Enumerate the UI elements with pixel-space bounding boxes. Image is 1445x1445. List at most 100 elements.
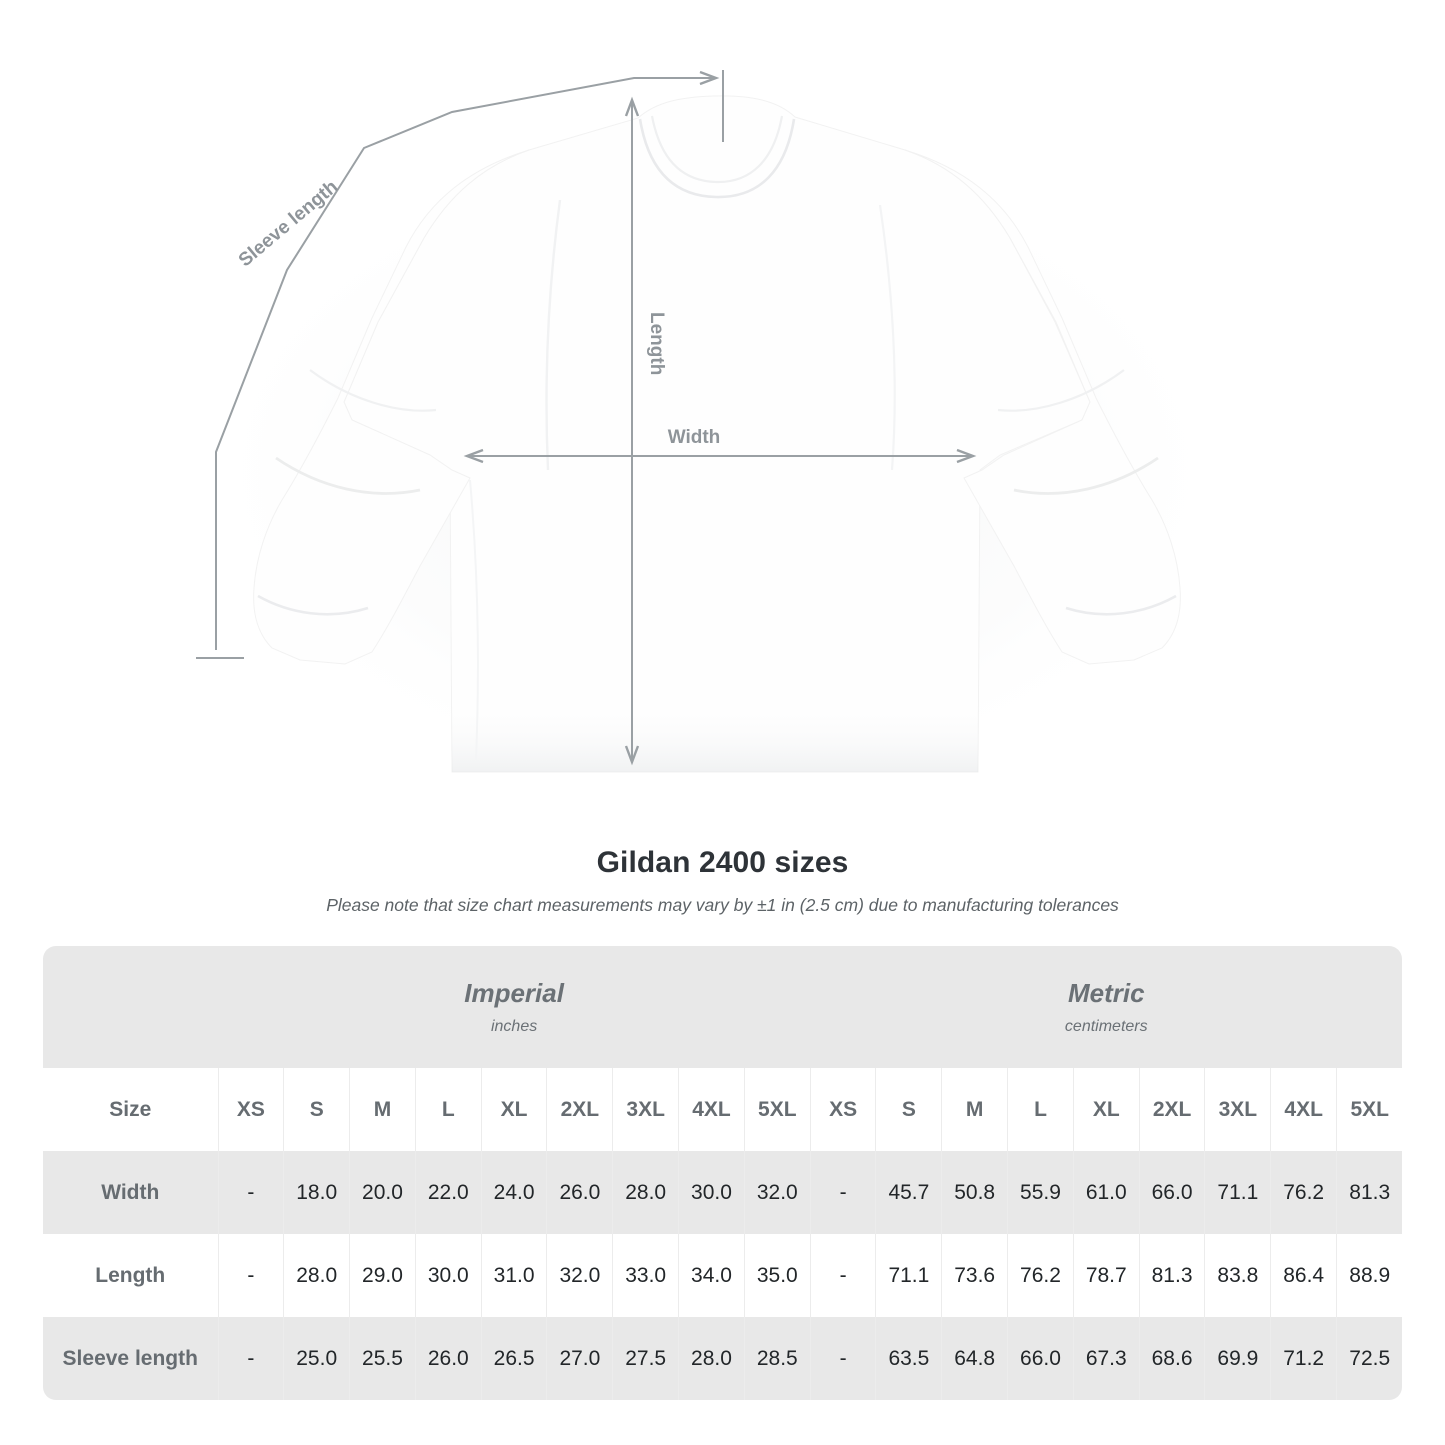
page-title: Gildan 2400 sizes bbox=[596, 846, 849, 879]
cell-length-metric-xs: - bbox=[809, 1234, 876, 1317]
collar bbox=[638, 118, 796, 199]
cell-length-imperial-xs: - bbox=[217, 1234, 284, 1317]
unit-title-metric: Metric bbox=[1067, 977, 1145, 1008]
cell-width-metric-5xl: 81.3 bbox=[1336, 1151, 1403, 1234]
cell-length-metric-2xl: 81.3 bbox=[1138, 1234, 1205, 1317]
cell-sleeve-imperial-2xl: 27.0 bbox=[546, 1317, 613, 1400]
cell-length-imperial-s: 28.0 bbox=[283, 1234, 350, 1317]
size-col-imperial-3xl: 3XL bbox=[612, 1068, 679, 1151]
cell-sleeve-imperial-l: 26.0 bbox=[414, 1317, 482, 1400]
cell-length-metric-4xl: 86.4 bbox=[1270, 1234, 1337, 1317]
length-label: Length bbox=[646, 312, 667, 375]
unit-banner-row: Imperial inches Metric centimeters bbox=[43, 946, 1403, 1068]
cell-sleeve-metric-l: 66.0 bbox=[1007, 1317, 1074, 1400]
cell-length-imperial-5xl: 35.0 bbox=[743, 1234, 811, 1317]
unit-cell-imperial: Imperial inches bbox=[218, 946, 811, 1068]
cell-sleeve-imperial-xs: - bbox=[217, 1317, 284, 1400]
row-label-sleeve-length: Sleeve length bbox=[43, 1317, 218, 1400]
cell-length-imperial-4xl: 34.0 bbox=[678, 1234, 745, 1317]
cell-sleeve-metric-xs: - bbox=[809, 1317, 876, 1400]
cell-width-imperial-5xl: 32.0 bbox=[743, 1151, 811, 1234]
cell-sleeve-imperial-5xl: 28.5 bbox=[743, 1317, 811, 1400]
size-chart-table: Imperial inches Metric centimeters Size … bbox=[43, 946, 1403, 1400]
table-unit-header: Imperial inches Metric centimeters bbox=[43, 946, 1403, 1068]
cell-sleeve-imperial-3xl: 27.5 bbox=[612, 1317, 679, 1400]
unit-subtitle-metric: centimeters bbox=[1064, 1017, 1148, 1035]
table-row: Sleeve length - 25.0 25.5 26.0 26.5 27.0… bbox=[43, 1317, 1403, 1400]
cell-width-metric-m: 50.8 bbox=[941, 1151, 1008, 1234]
unit-banner-spacer bbox=[43, 946, 218, 1068]
right-sleeve-fold-2 bbox=[997, 369, 1125, 412]
table-body: Size XS S M L XL 2XL 3XL 4XL 5XL XS S M … bbox=[43, 1068, 1403, 1400]
cell-sleeve-imperial-s: 25.0 bbox=[283, 1317, 350, 1400]
size-col-imperial-s: S bbox=[283, 1068, 350, 1151]
body-fold-1 bbox=[545, 199, 562, 471]
cell-sleeve-metric-s: 63.5 bbox=[875, 1317, 942, 1400]
cell-sleeve-metric-xl: 67.3 bbox=[1072, 1317, 1140, 1400]
garment-diagram: Sleeve length Length Width bbox=[195, 70, 1235, 800]
cell-sleeve-metric-5xl: 72.5 bbox=[1336, 1317, 1403, 1400]
cell-length-imperial-xl: 31.0 bbox=[480, 1234, 547, 1317]
cell-width-imperial-m: 20.0 bbox=[349, 1151, 416, 1234]
cell-length-metric-5xl: 88.9 bbox=[1336, 1234, 1403, 1317]
size-col-metric-m: M bbox=[941, 1068, 1008, 1151]
cell-sleeve-imperial-xl: 26.5 bbox=[480, 1317, 547, 1400]
size-col-metric-xs: XS bbox=[809, 1068, 876, 1151]
cell-length-metric-m: 73.6 bbox=[941, 1234, 1008, 1317]
cell-length-imperial-l: 30.0 bbox=[414, 1234, 482, 1317]
width-label: Width bbox=[668, 427, 721, 448]
length-dimension: Length bbox=[624, 96, 667, 766]
left-sleeve bbox=[253, 149, 530, 665]
cell-width-metric-xs: - bbox=[809, 1151, 876, 1234]
right-sleeve bbox=[904, 149, 1181, 665]
width-dimension: Width bbox=[463, 427, 977, 464]
size-table-wrapper: Imperial inches Metric centimeters Size … bbox=[43, 946, 1403, 1400]
cell-sleeve-metric-3xl: 69.9 bbox=[1204, 1317, 1271, 1400]
cell-length-metric-xl: 78.7 bbox=[1072, 1234, 1140, 1317]
unit-title-imperial: Imperial bbox=[464, 977, 564, 1008]
cell-sleeve-metric-4xl: 71.2 bbox=[1270, 1317, 1337, 1400]
size-col-imperial-xs: XS bbox=[217, 1068, 284, 1151]
table-row: Length - 28.0 29.0 30.0 31.0 32.0 33.0 3… bbox=[43, 1234, 1403, 1317]
size-col-imperial-5xl: 5XL bbox=[743, 1068, 811, 1151]
cell-width-metric-3xl: 71.1 bbox=[1204, 1151, 1271, 1234]
size-header-row: Size XS S M L XL 2XL 3XL 4XL 5XL XS S M … bbox=[43, 1068, 1403, 1151]
size-col-metric-5xl: 5XL bbox=[1336, 1068, 1403, 1151]
size-col-metric-2xl: 2XL bbox=[1138, 1068, 1205, 1151]
cell-length-imperial-2xl: 32.0 bbox=[546, 1234, 613, 1317]
cell-width-imperial-l: 22.0 bbox=[414, 1151, 482, 1234]
size-col-metric-s: S bbox=[875, 1068, 942, 1151]
heading-block: Gildan 2400 sizes Please note that size … bbox=[0, 845, 1445, 917]
cell-width-metric-l: 55.9 bbox=[1007, 1151, 1074, 1234]
cell-length-metric-3xl: 83.8 bbox=[1204, 1234, 1271, 1317]
cell-width-imperial-4xl: 30.0 bbox=[678, 1151, 745, 1234]
shirt-body bbox=[343, 95, 1091, 773]
unit-cell-metric: Metric centimeters bbox=[810, 946, 1403, 1068]
cell-sleeve-metric-2xl: 68.6 bbox=[1138, 1317, 1205, 1400]
table-row: Width - 18.0 20.0 22.0 24.0 26.0 28.0 30… bbox=[43, 1151, 1403, 1234]
row-label-width: Width bbox=[43, 1151, 218, 1234]
cell-sleeve-imperial-m: 25.5 bbox=[349, 1317, 416, 1400]
cell-length-metric-l: 76.2 bbox=[1007, 1234, 1074, 1317]
cell-width-imperial-xs: - bbox=[217, 1151, 284, 1234]
cell-width-imperial-xl: 24.0 bbox=[480, 1151, 547, 1234]
size-col-metric-4xl: 4XL bbox=[1270, 1068, 1337, 1151]
cell-sleeve-imperial-4xl: 28.0 bbox=[678, 1317, 745, 1400]
cell-width-metric-2xl: 66.0 bbox=[1138, 1151, 1205, 1234]
size-col-metric-l: L bbox=[1007, 1068, 1074, 1151]
right-sleeve-fold-1 bbox=[1013, 456, 1159, 495]
cell-length-imperial-3xl: 33.0 bbox=[612, 1234, 679, 1317]
cell-width-imperial-3xl: 28.0 bbox=[612, 1151, 679, 1234]
left-sleeve-cuff bbox=[257, 594, 369, 616]
unit-subtitle-imperial: inches bbox=[490, 1017, 538, 1035]
size-col-imperial-l: L bbox=[414, 1068, 482, 1151]
tolerance-note: Please note that size chart measurements… bbox=[326, 895, 1119, 915]
cell-length-metric-s: 71.1 bbox=[875, 1234, 942, 1317]
size-col-imperial-xl: XL bbox=[480, 1068, 547, 1151]
size-col-imperial-m: M bbox=[349, 1068, 416, 1151]
cell-width-metric-s: 45.7 bbox=[875, 1151, 942, 1234]
right-sleeve-cuff bbox=[1065, 594, 1177, 616]
size-col-metric-xl: XL bbox=[1072, 1068, 1140, 1151]
body-fold-2 bbox=[878, 204, 896, 471]
